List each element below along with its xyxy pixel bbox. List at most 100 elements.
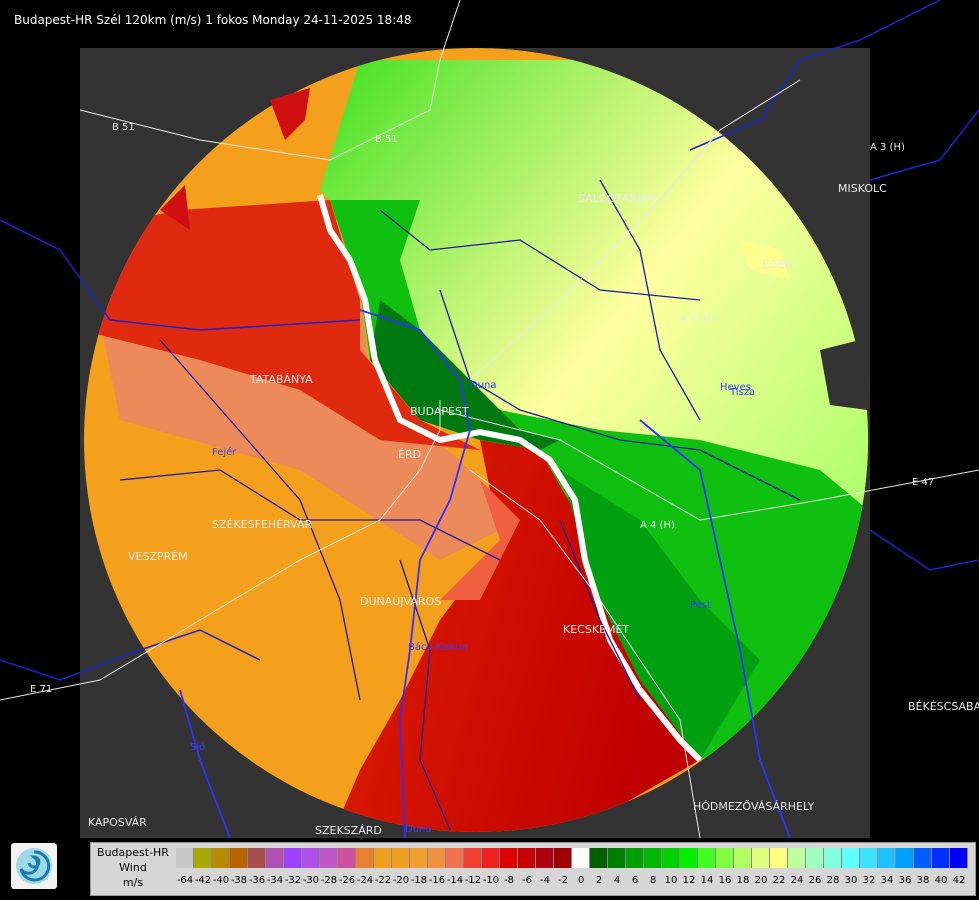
legend-tick-label: -10 (482, 875, 500, 886)
legend-swatch (428, 848, 446, 868)
river-labels: Duna Duna Tisza Sió Bács-Kiskun Pest Hev… (190, 380, 755, 835)
legend-tick-label: -4 (540, 875, 550, 886)
legend-swatch (554, 848, 572, 868)
river-label: Tisza (729, 387, 755, 398)
legend-swatch (662, 848, 680, 868)
legend-swatch (698, 848, 716, 868)
road-label: A 4 (H) (640, 520, 675, 531)
legend-swatch (716, 848, 734, 868)
legend-swatch (410, 848, 428, 868)
legend-swatch (626, 848, 644, 868)
legend-tick-label: -30 (302, 875, 320, 886)
road-label: E 47 (912, 477, 934, 488)
legend-swatch (464, 848, 482, 868)
city-label: KECSKEMÉT (563, 623, 629, 636)
river-label: Fejér (212, 446, 237, 458)
legend-labels: Budapest-HR Wind m/s (92, 845, 174, 890)
legend-swatch (824, 848, 842, 868)
legend-swatch (752, 848, 770, 868)
legend-swatch (608, 848, 626, 868)
legend-swatch (572, 848, 590, 868)
legend-tick-label: 22 (772, 875, 786, 886)
legend-swatch (284, 848, 302, 868)
legend-swatch (320, 848, 338, 868)
legend-swatch (176, 848, 194, 868)
legend-swatch (878, 848, 896, 868)
legend-swatch (860, 848, 878, 868)
legend-tick-label: 36 (898, 875, 912, 886)
legend-product: Wind (119, 861, 147, 874)
radar-map: SALGÓTARJÁN EGER MISKOLC BUDAPEST ÉRD TA… (0, 0, 979, 838)
river-label: Pest (690, 600, 711, 611)
legend-swatch (302, 848, 320, 868)
legend-ticks: -64 -42 -40 -38 -36 -34 -32 -30 -28 -26 -24 -22 -20-… (176, 875, 968, 886)
city-label: VESZPRÉM (128, 550, 188, 563)
river-label: Heves (720, 382, 751, 393)
legend-tick-label: -24 (356, 875, 374, 886)
city-label: BÉKÉSCSABA (908, 700, 979, 713)
roads (0, 0, 979, 838)
legend-tick-label: -20 (392, 875, 410, 886)
legend-tick-label: -8 (504, 875, 514, 886)
legend-tick-label: 4 (613, 875, 621, 886)
legend-swatch (896, 848, 914, 868)
legend-tick-label: 8 (649, 875, 657, 886)
legend-swatch (194, 848, 212, 868)
legend-tick-label: -40 (212, 875, 230, 886)
legend-tick-label: -26 (338, 875, 356, 886)
road-label: A 4 (H) (680, 314, 715, 325)
legend-tick-label: 14 (700, 875, 714, 886)
rivers (179, 309, 791, 838)
met-service-logo (11, 843, 57, 889)
legend-tick-label: 16 (718, 875, 732, 886)
road-label: A 3 (H) (870, 142, 905, 153)
legend-tick-label: 28 (826, 875, 840, 886)
legend-tick-label: 20 (754, 875, 768, 886)
city-label: DUNAÚJVÁROS (360, 595, 441, 608)
legend-tick-label: 26 (808, 875, 822, 886)
city-label: SALGÓTARJÁN (578, 192, 656, 205)
legend-swatch (356, 848, 374, 868)
legend-swatch (842, 848, 860, 868)
legend-swatch (338, 848, 356, 868)
legend-tick-label: 18 (736, 875, 750, 886)
swirl-logo-icon (16, 848, 52, 884)
legend-tick-label: 34 (880, 875, 894, 886)
city-label: ÉRD (398, 448, 421, 461)
legend-swatch (914, 848, 932, 868)
river-label: Duna (405, 824, 432, 835)
legend-tick-label: -36 (248, 875, 266, 886)
legend-tick-label: -28 (320, 875, 338, 886)
legend-tick-label: 2 (595, 875, 603, 886)
legend-unit: m/s (122, 876, 144, 889)
city-label: SZÉKESFEHÉRVÁR (212, 518, 313, 531)
river-label: Bács-Kiskun (408, 641, 468, 653)
river-label: Duna (470, 380, 497, 391)
legend-swatch (770, 848, 788, 868)
legend-tick-label: 10 (664, 875, 678, 886)
legend-swatch (932, 848, 950, 868)
legend-tick-label: 6 (631, 875, 639, 886)
national-borders (0, 0, 979, 681)
legend-tick-label: -12 (464, 875, 482, 886)
map-title: Budapest-HR Szél 120km (m/s) 1 fokos Mon… (14, 13, 412, 27)
city-label: TATABÁNYA (249, 373, 313, 386)
legend-swatch (266, 848, 284, 868)
legend-swatch (482, 848, 500, 868)
legend-tick-label: 12 (682, 875, 696, 886)
legend-station: Budapest-HR (97, 846, 169, 859)
legend-swatch (536, 848, 554, 868)
legend-swatch (392, 848, 410, 868)
legend-tick-label: 38 (916, 875, 930, 886)
legend-tick-label: 32 (862, 875, 876, 886)
road-label: B 51 (375, 134, 398, 145)
legend-tick-label: -34 (266, 875, 284, 886)
city-label: HÓDMEZŐVÁSÁRHELY (693, 799, 815, 813)
legend-tick-label: -16 (428, 875, 446, 886)
legend-tick-label: 0 (577, 875, 585, 886)
legend-swatch (950, 848, 968, 868)
legend-tick-label: 42 (952, 875, 966, 886)
legend-swatch (734, 848, 752, 868)
legend-tick-label: -38 (230, 875, 248, 886)
radar-echo (84, 48, 868, 832)
